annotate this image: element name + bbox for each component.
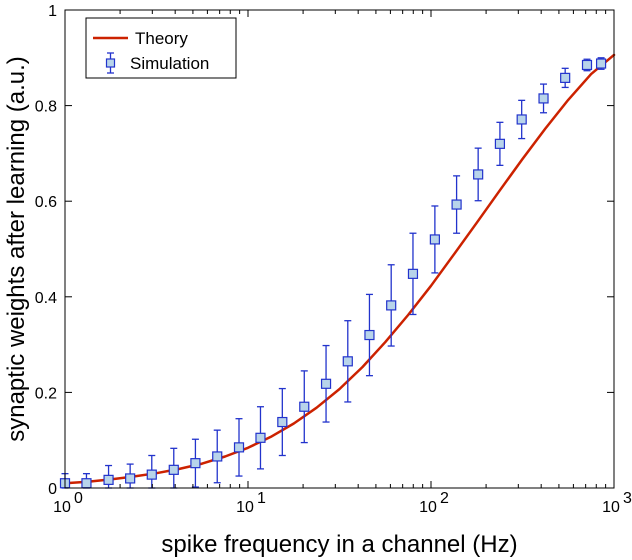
simulation-marker bbox=[125, 473, 136, 484]
simulation-point bbox=[299, 370, 310, 444]
simulation-marker bbox=[581, 59, 593, 71]
simulation-marker bbox=[407, 268, 419, 279]
simulation-point bbox=[407, 232, 419, 316]
y-tick-label: 0.6 bbox=[35, 194, 57, 211]
simulation-point bbox=[386, 264, 397, 347]
x-tick-label: 10 bbox=[236, 499, 254, 516]
simulation-point bbox=[342, 320, 353, 403]
y-tick-label: 0.8 bbox=[35, 99, 57, 116]
simulation-point bbox=[538, 83, 549, 114]
x-tick-label: 10 bbox=[419, 499, 437, 516]
plot-area bbox=[65, 10, 614, 488]
axis-ticks bbox=[64, 9, 615, 489]
simulation-point bbox=[233, 418, 245, 477]
simulation-marker bbox=[277, 416, 288, 428]
x-tick-exponent: 3 bbox=[623, 490, 632, 507]
simulation-point bbox=[451, 175, 462, 234]
x-tick-label: 10 bbox=[602, 499, 620, 516]
simulation-point bbox=[364, 293, 375, 377]
y-tick-labels: 0 0.2 0.4 0.6 0.8 1 bbox=[35, 3, 57, 498]
simulation-point bbox=[560, 67, 571, 89]
legend-theory-label: Theory bbox=[135, 29, 188, 48]
legend: Theory Simulation bbox=[85, 17, 237, 79]
simulation-point bbox=[581, 58, 593, 72]
simulation-marker bbox=[494, 138, 506, 149]
x-tick-label: 10 bbox=[53, 499, 71, 516]
simulation-marker bbox=[429, 234, 440, 245]
simulation-marker bbox=[451, 199, 462, 210]
simulation-marker bbox=[81, 478, 92, 489]
simulation-marker bbox=[364, 329, 375, 341]
simulation-point bbox=[429, 205, 440, 274]
simulation-marker bbox=[342, 356, 353, 367]
y-tick-label: 0.2 bbox=[35, 385, 57, 402]
simulation-marker bbox=[320, 378, 332, 389]
simulation-marker bbox=[103, 474, 114, 485]
simulation-marker bbox=[255, 432, 266, 443]
simulation-marker bbox=[473, 169, 484, 180]
x-axis-title: spike frequency in a channel (Hz) bbox=[161, 531, 517, 558]
simulation-marker bbox=[299, 401, 310, 412]
simulation-marker bbox=[212, 451, 223, 462]
simulation-marker bbox=[560, 72, 571, 83]
legend-simulation-marker bbox=[105, 52, 116, 74]
simulation-point bbox=[320, 344, 332, 423]
simulation-marker bbox=[386, 300, 397, 311]
legend-simulation-label: Simulation bbox=[130, 54, 209, 73]
y-axis-title: synaptic weights after learning (a.u.) bbox=[3, 56, 30, 442]
y-tick-label: 0 bbox=[48, 481, 57, 498]
y-tick-label: 0.4 bbox=[35, 290, 57, 307]
simulation-point bbox=[255, 406, 266, 470]
simulation-marker bbox=[516, 114, 527, 125]
simulation-point bbox=[277, 387, 288, 457]
x-tick-exponent: 2 bbox=[440, 490, 449, 507]
simulation-point bbox=[516, 99, 527, 140]
y-tick-label: 1 bbox=[48, 3, 57, 20]
simulation-point bbox=[595, 57, 607, 70]
simulation-marker bbox=[233, 442, 245, 453]
x-tick-exponent: 0 bbox=[74, 490, 83, 507]
plot-frame bbox=[64, 9, 615, 489]
simulation-point bbox=[473, 147, 484, 202]
simulation-point bbox=[190, 438, 201, 488]
x-tick-exponent: 1 bbox=[257, 490, 266, 507]
simulation-point bbox=[494, 121, 506, 167]
simulation-marker bbox=[190, 458, 201, 469]
simulation-marker bbox=[168, 464, 179, 475]
simulation-marker bbox=[595, 58, 607, 69]
simulation-marker bbox=[146, 469, 157, 480]
simulation-point bbox=[212, 429, 223, 484]
simulation-marker bbox=[538, 93, 549, 104]
